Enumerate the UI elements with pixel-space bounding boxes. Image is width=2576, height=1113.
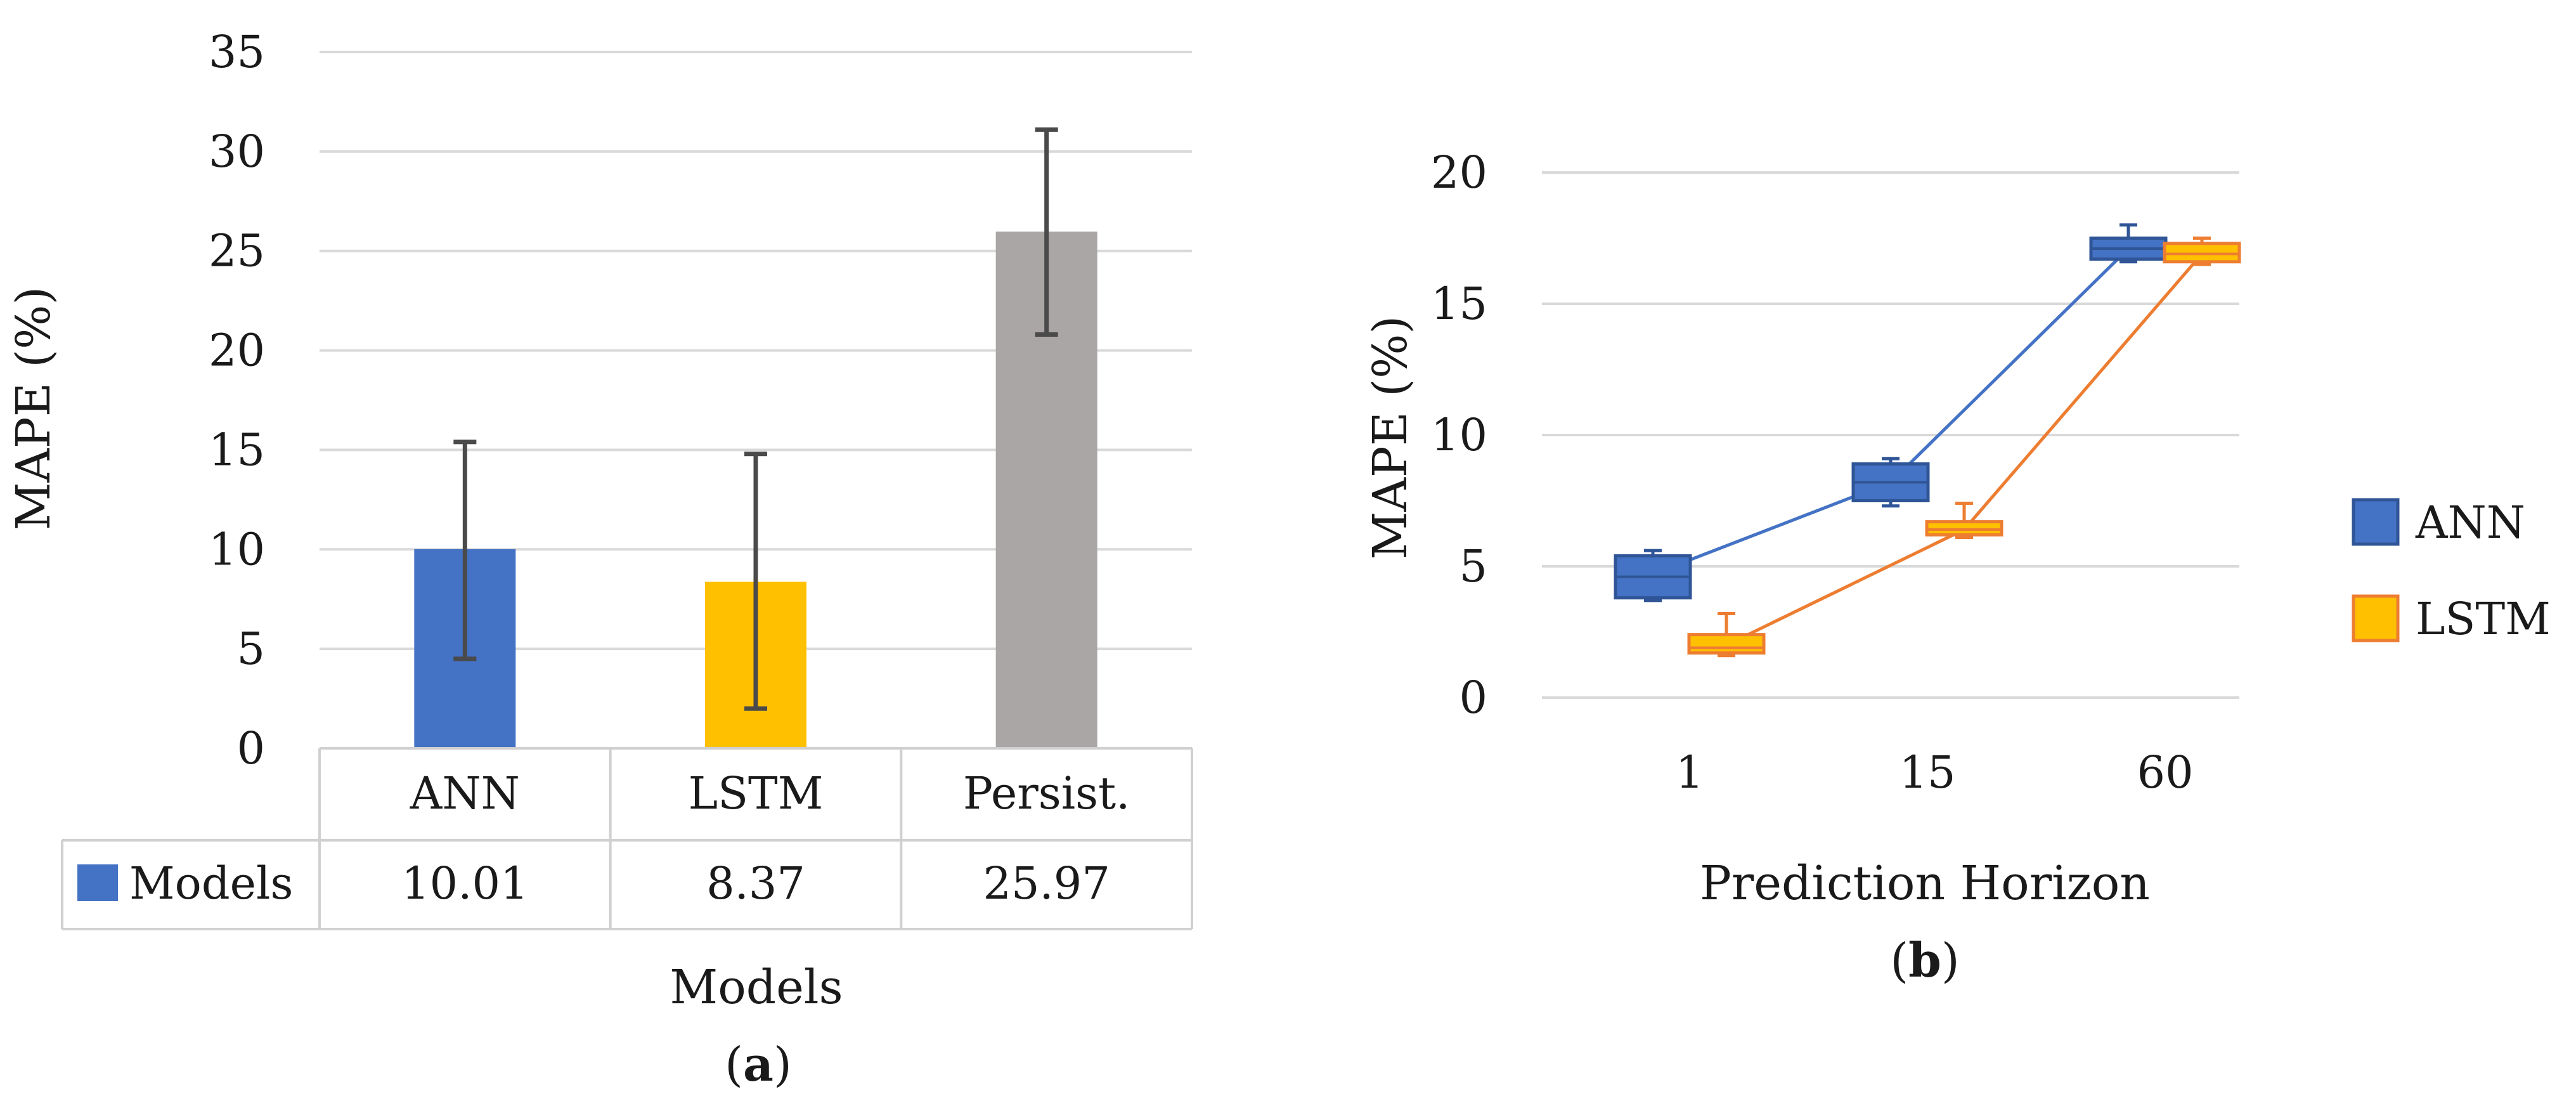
box-lstm-60 xyxy=(2163,242,2241,264)
box-lstm-15 xyxy=(1925,520,2003,537)
data-table-value-persist: 25.97 xyxy=(983,857,1110,909)
panel-b-mean-lines xyxy=(1652,247,2203,647)
panel-b-x-axis-title: Prediction Horizon xyxy=(1700,856,2150,911)
panel-b-y-axis-title: MAPE (%) xyxy=(1363,316,1418,560)
box-lstm-1 xyxy=(1687,633,1766,655)
category-label-persist: Persist. xyxy=(963,767,1130,819)
y-tick-label-25: 25 xyxy=(209,225,265,277)
y-tick-label-30: 30 xyxy=(209,126,265,178)
y-tick-label-35: 35 xyxy=(209,26,265,78)
panel-b-legend: ANN LSTM xyxy=(2352,497,2551,645)
y-tick-label-0: 0 xyxy=(236,722,265,774)
panel-b-x-ticks: 1 15 60 xyxy=(1676,746,2194,798)
y-tick-label-5: 5 xyxy=(236,623,265,675)
panel-b-caption-letter: b xyxy=(1908,934,1941,988)
panel-b-box-chart: 0 5 10 15 20 1 15 60 ANN LSTM MAPE (%) Predicti… xyxy=(1363,146,2551,988)
y-tick-label-5: 5 xyxy=(1459,540,1487,592)
panel-b-y-ticks: 0 5 10 15 20 xyxy=(1431,146,1487,724)
y-tick-label-10: 10 xyxy=(209,523,265,575)
data-table-legend-swatch xyxy=(77,864,118,901)
panel-a-bar-chart: 0 5 10 15 20 25 30 35 ANN 10.01 LSTM 8.37 Persist. 2… xyxy=(6,26,1193,1092)
panel-a-caption: (a) xyxy=(725,1038,792,1092)
data-table-row-label: Models xyxy=(129,857,293,909)
x-tick-label-15: 15 xyxy=(1899,746,1955,798)
y-tick-label-15: 15 xyxy=(209,424,265,476)
y-tick-label-20: 20 xyxy=(1431,146,1487,199)
panel-a-caption-letter: a xyxy=(743,1038,773,1092)
panel-a-y-ticks: 0 5 10 15 20 25 30 35 xyxy=(209,26,265,774)
legend-swatch-ann xyxy=(2352,498,2400,546)
panel-b-caption: (b) xyxy=(1890,934,1960,988)
legend-label-lstm: LSTM xyxy=(2416,593,2551,645)
panel-b-boxes xyxy=(1614,223,2241,658)
y-tick-label-0: 0 xyxy=(1459,672,1487,724)
panel-a-data-table: ANN 10.01 LSTM 8.37 Persist. 25.97 Models xyxy=(61,747,1193,930)
panel-a-x-axis-title: Models xyxy=(670,960,843,1015)
data-table-value-lstm: 8.37 xyxy=(706,857,805,909)
y-tick-label-20: 20 xyxy=(209,325,265,377)
category-label-lstm: LSTM xyxy=(689,767,824,819)
x-tick-label-1: 1 xyxy=(1676,746,1704,798)
mean-line-ann xyxy=(1652,247,2130,576)
y-tick-label-10: 10 xyxy=(1431,409,1487,461)
y-tick-label-15: 15 xyxy=(1431,278,1487,330)
x-tick-label-60: 60 xyxy=(2137,746,2193,798)
panel-a-bars xyxy=(414,127,1097,748)
legend-label-ann: ANN xyxy=(2415,497,2525,549)
data-table-value-ann: 10.01 xyxy=(401,857,528,909)
legend-swatch-lstm xyxy=(2352,594,2400,642)
panel-b-gridlines xyxy=(1542,171,2239,699)
category-label-ann: ANN xyxy=(410,767,520,819)
mean-line-lstm xyxy=(1725,252,2203,647)
panel-a-y-axis-title: MAPE (%) xyxy=(6,287,61,531)
